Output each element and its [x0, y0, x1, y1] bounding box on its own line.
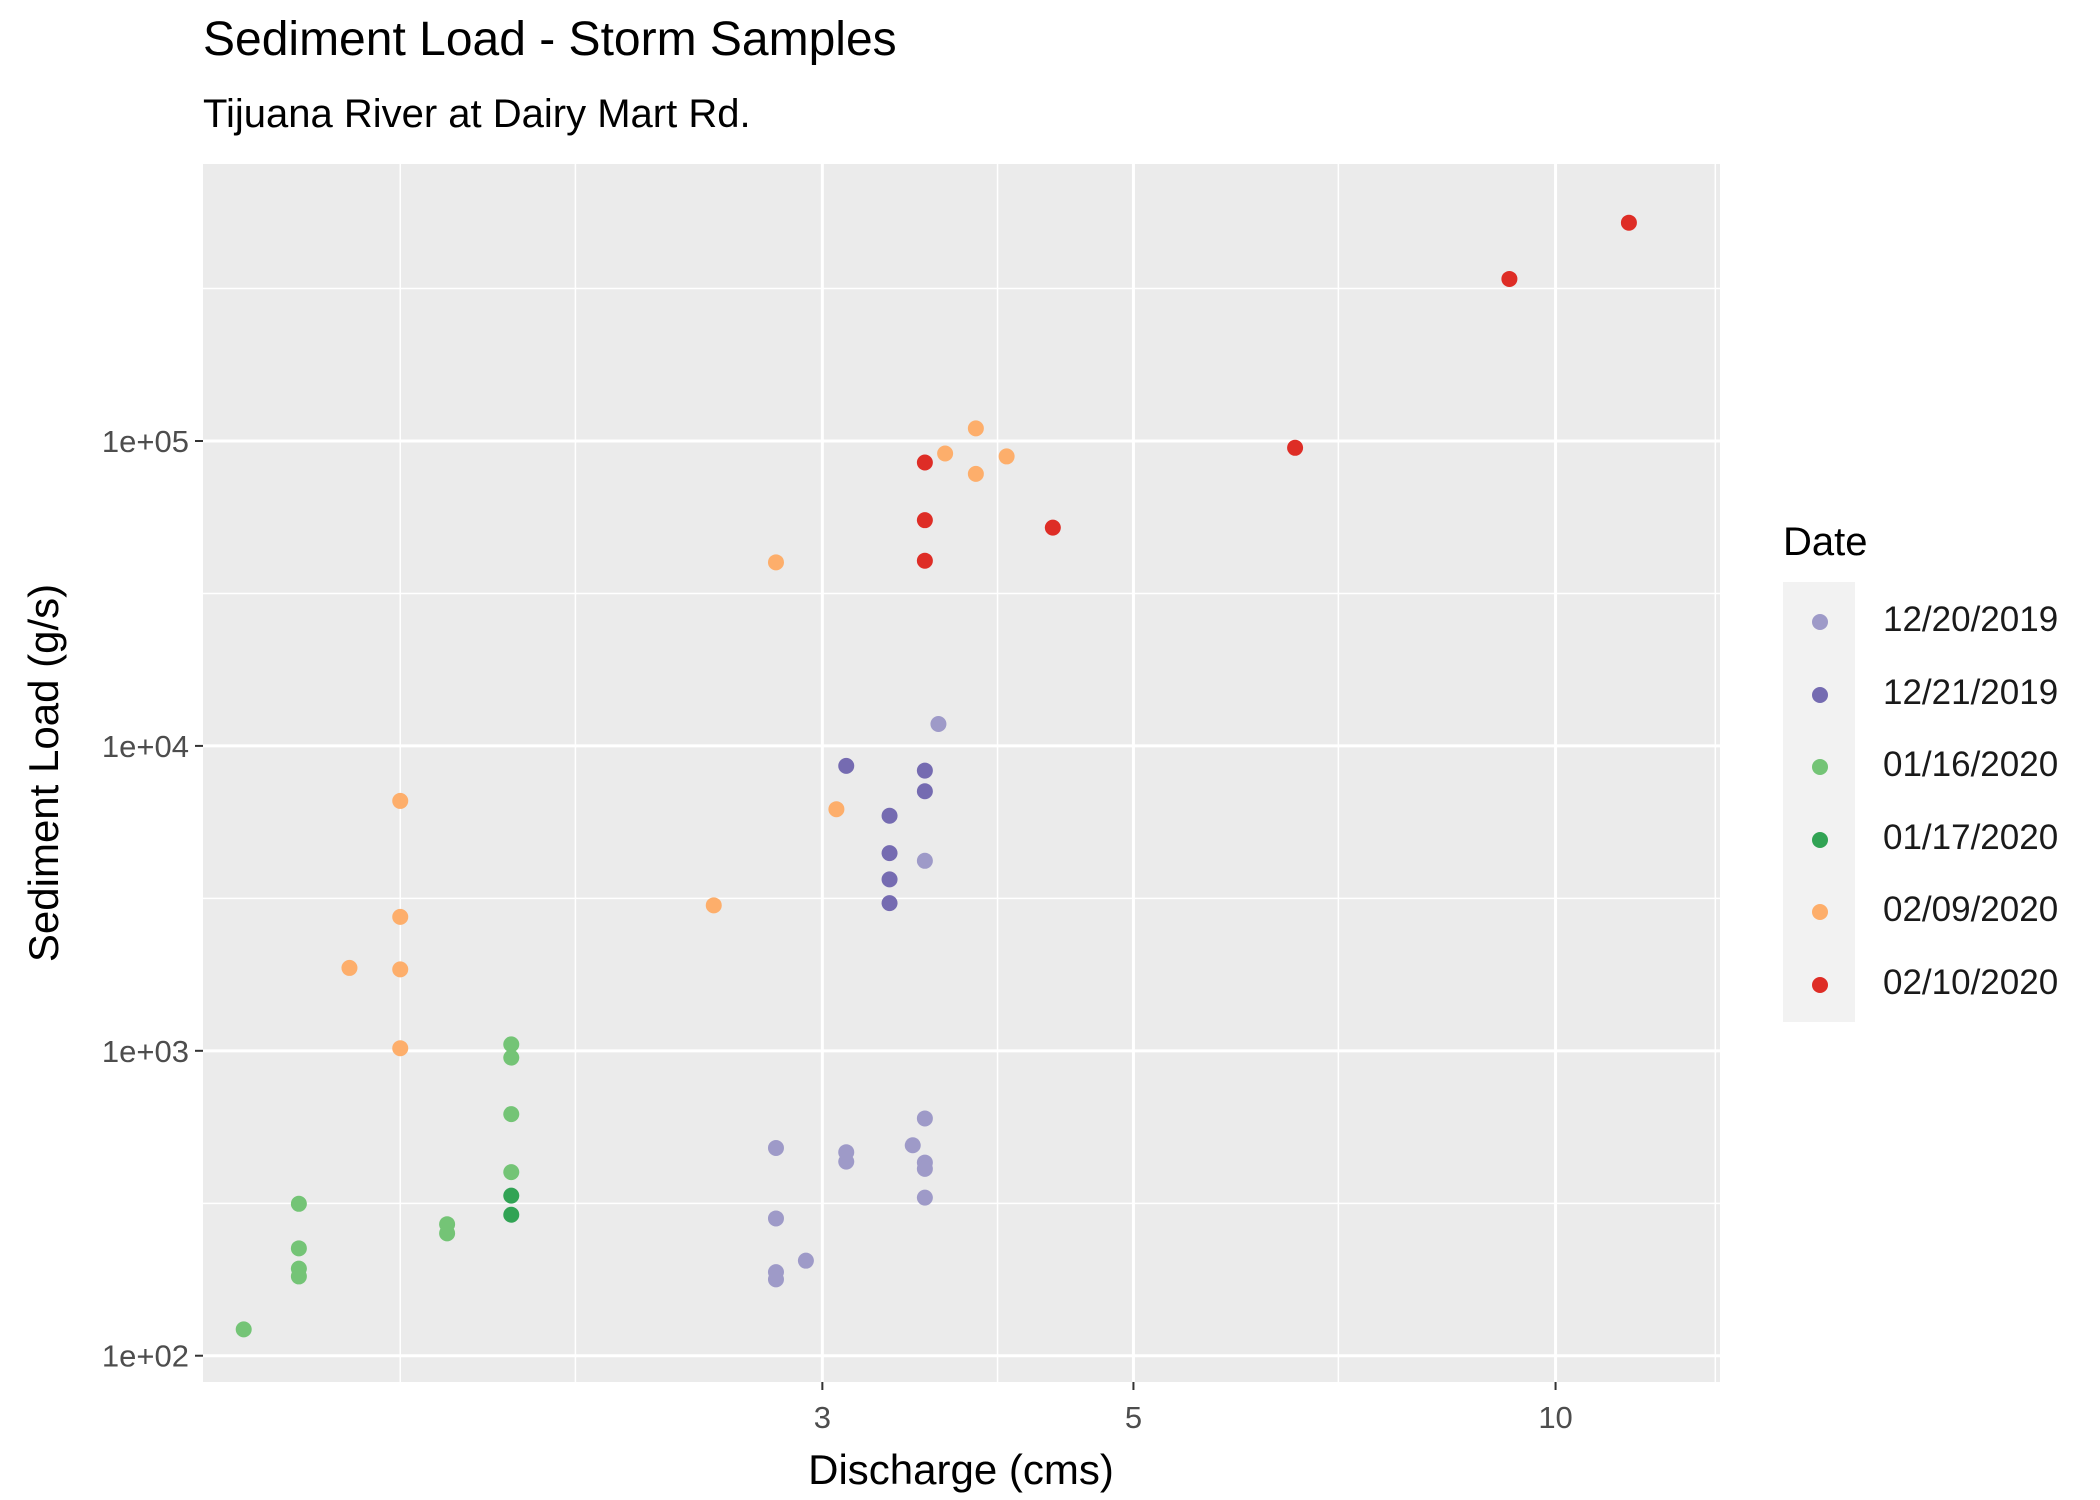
data-point: [290, 1240, 307, 1257]
data-point: [1287, 439, 1304, 456]
data-point: [916, 762, 933, 779]
data-point: [916, 1160, 933, 1177]
data-point: [881, 807, 898, 824]
plot-panel: [203, 164, 1720, 1382]
data-point: [392, 961, 409, 978]
y-axis-label: Sediment Load (g/s): [20, 584, 67, 962]
data-point: [1044, 519, 1061, 536]
x-axis: 3 5 10: [814, 1382, 1573, 1435]
data-point: [916, 552, 933, 569]
legend-label: 01/16/2020: [1883, 745, 2059, 784]
data-point: [503, 1187, 520, 1204]
legend-marker-icon: [1812, 904, 1828, 920]
legend-marker-icon: [1812, 831, 1828, 848]
data-point: [392, 908, 409, 925]
x-axis-label: Discharge (cms): [808, 1446, 1114, 1493]
data-point: [937, 445, 954, 462]
legend-title: Date: [1783, 520, 1868, 564]
data-point: [881, 895, 898, 912]
data-point: [881, 871, 898, 888]
minor-gridlines: [203, 164, 1720, 1382]
data-point: [503, 1106, 520, 1123]
legend-item: 01/16/2020: [1783, 731, 2100, 803]
legend-label: 12/20/2019: [1883, 600, 2059, 639]
legend-label: 02/10/2020: [1883, 962, 2059, 1002]
legend-label: 01/17/2020: [1883, 817, 2059, 857]
data-point: [967, 420, 984, 437]
data-point: [998, 448, 1015, 465]
data-point: [767, 1271, 784, 1288]
y-axis: 1e+02 1e+03 1e+04 1e+05: [102, 424, 203, 1374]
legend-item: 02/10/2020: [1783, 949, 2100, 1021]
data-point: [392, 1040, 409, 1057]
data-point: [1501, 270, 1518, 287]
x-tick-label: 10: [1538, 1400, 1572, 1435]
y-tick-label: 1e+02: [102, 1339, 189, 1374]
data-point: [916, 512, 933, 529]
major-gridlines: [203, 164, 1720, 1382]
data-point: [838, 1153, 855, 1170]
data-point: [341, 959, 358, 976]
data-point: [290, 1268, 307, 1285]
data-point: [503, 1164, 520, 1181]
data-point: [967, 465, 984, 482]
x-tick-label: 3: [814, 1400, 831, 1435]
legend-item: 01/17/2020: [1783, 804, 2100, 876]
chart-subtitle: Tijuana River at Dairy Mart Rd.: [203, 92, 751, 136]
data-point: [828, 801, 845, 818]
legend-item: 12/20/2019: [1783, 586, 2100, 658]
data-point: [797, 1252, 814, 1269]
data-point: [916, 852, 933, 869]
legend-label: 02/09/2020: [1883, 890, 2059, 929]
legend-item: 12/21/2019: [1783, 659, 2100, 731]
data-point: [767, 554, 784, 571]
data-point: [290, 1195, 307, 1212]
data-point: [439, 1225, 456, 1242]
x-tick-label: 5: [1125, 1400, 1142, 1435]
data-point: [904, 1137, 921, 1154]
data-points: [235, 214, 1637, 1338]
data-point: [392, 792, 409, 809]
y-tick-label: 1e+05: [102, 424, 189, 459]
data-point: [767, 1210, 784, 1227]
legend-marker-icon: [1812, 686, 1828, 703]
legend-marker-icon: [1812, 614, 1828, 630]
legend-key-background: [1783, 582, 1855, 1022]
data-point: [503, 1206, 520, 1223]
legend-marker-icon: [1812, 759, 1828, 775]
data-point: [916, 454, 933, 471]
data-point: [1620, 214, 1637, 231]
legend-item: 02/09/2020: [1783, 876, 2100, 948]
data-point: [705, 897, 722, 914]
data-point: [916, 1189, 933, 1206]
data-point: [916, 1110, 933, 1127]
data-point: [838, 757, 855, 774]
data-point: [930, 715, 947, 732]
data-point: [916, 783, 933, 800]
data-point: [235, 1321, 252, 1338]
data-point: [503, 1036, 520, 1053]
y-tick-label: 1e+04: [102, 729, 189, 764]
legend-marker-icon: [1812, 976, 1828, 993]
data-point: [881, 845, 898, 862]
legend-label: 12/21/2019: [1883, 672, 2059, 712]
chart-title: Sediment Load - Storm Samples: [203, 13, 897, 66]
y-tick-label: 1e+03: [102, 1034, 189, 1069]
data-point: [767, 1140, 784, 1157]
data-point: [503, 1049, 520, 1066]
